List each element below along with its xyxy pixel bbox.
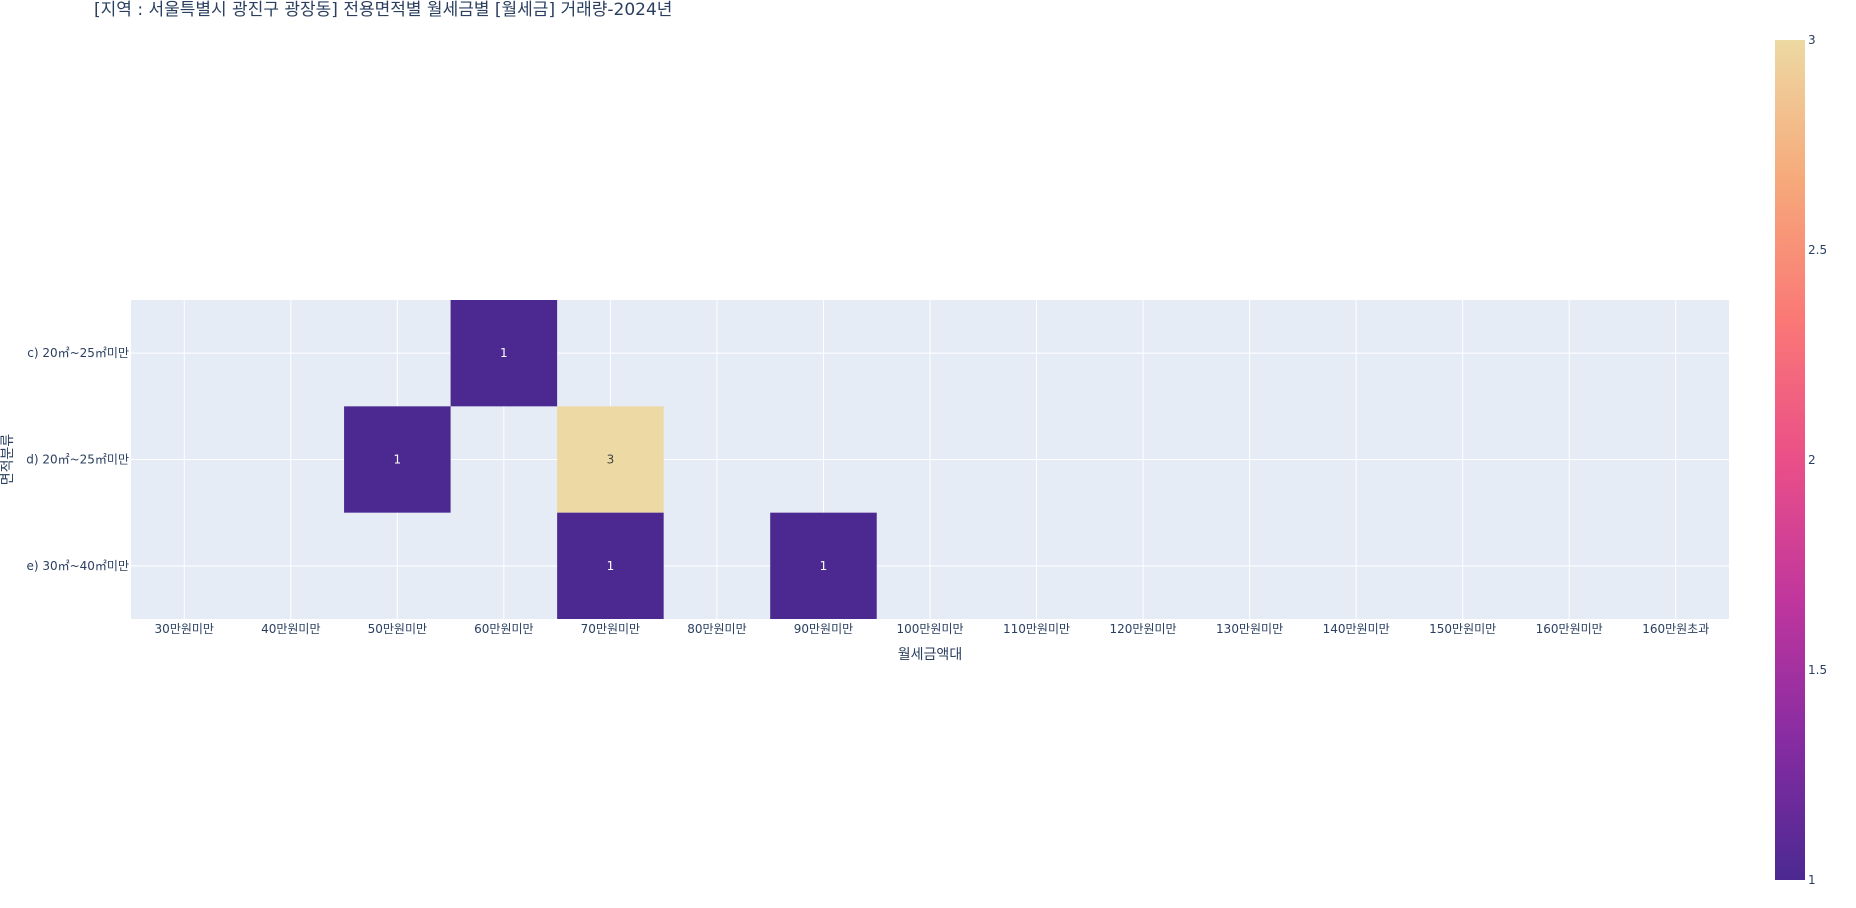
heatmap-cell	[557, 406, 664, 513]
x-tick-label: 120만원미만	[1110, 622, 1177, 636]
x-tick-label: 150만원미만	[1429, 622, 1496, 636]
heatmap-cell	[557, 512, 664, 619]
heatmap-cell	[344, 406, 451, 513]
grid-lines	[131, 300, 1729, 619]
colorbar-tick-label: 3	[1808, 33, 1816, 47]
heatmap-cell	[770, 512, 877, 619]
cell-value-label: 1	[394, 453, 402, 467]
cell-value-label: 3	[607, 453, 615, 467]
y-tick-label: d) 20㎡~25㎡미만	[26, 453, 129, 467]
y-tick-label: c) 20㎡~25㎡미만	[27, 346, 129, 360]
colorbar	[1775, 40, 1805, 880]
y-tick-label: e) 30㎡~40㎡미만	[26, 559, 129, 573]
x-tick-label: 130만원미만	[1216, 622, 1283, 636]
x-tick-label: 100만원미만	[896, 622, 963, 636]
colorbar-ticks: 1 1.5 2 2.5 3	[1808, 33, 1827, 887]
heatmap-cells: 1 1 3 1 1	[344, 300, 877, 619]
colorbar-tick-label: 1	[1808, 873, 1816, 887]
x-tick-label: 50만원미만	[368, 622, 427, 636]
x-axis-title: 월세금액대	[898, 647, 962, 663]
x-tick-label: 160만원미만	[1536, 622, 1603, 636]
heatmap-cell	[450, 300, 558, 407]
colorbar-tick-label: 2.5	[1808, 243, 1827, 257]
cell-value-label: 1	[820, 559, 828, 573]
chart-title: [지역 : 서울특별시 광진구 광장동] 전용면적별 월세금별 [월세금] 거래…	[94, 0, 672, 20]
x-tick-label: 60만원미만	[474, 622, 533, 636]
x-tick-label: 160만원초과	[1642, 622, 1709, 636]
x-tick-label: 40만원미만	[261, 622, 320, 636]
cell-value-label: 1	[500, 346, 508, 360]
cell-value-label: 1	[607, 559, 615, 573]
x-tick-label: 70만원미만	[581, 622, 640, 636]
x-tick-label: 140만원미만	[1323, 622, 1390, 636]
y-axis-title: 면적분류	[0, 434, 16, 486]
x-axis-ticks: 30만원미만 40만원미만 50만원미만 60만원미만 70만원미만 80만원미만 90만원…	[155, 622, 1710, 636]
x-tick-label: 110만원미만	[1003, 622, 1070, 636]
x-tick-label: 30만원미만	[155, 622, 214, 636]
colorbar-tick-label: 1.5	[1808, 663, 1827, 677]
y-axis-ticks: c) 20㎡~25㎡미만 d) 20㎡~25㎡미만 e) 30㎡~40㎡미만	[26, 346, 129, 573]
colorbar-tick-label: 2	[1808, 453, 1816, 467]
x-tick-label: 90만원미만	[794, 622, 853, 636]
x-tick-label: 80만원미만	[687, 622, 746, 636]
